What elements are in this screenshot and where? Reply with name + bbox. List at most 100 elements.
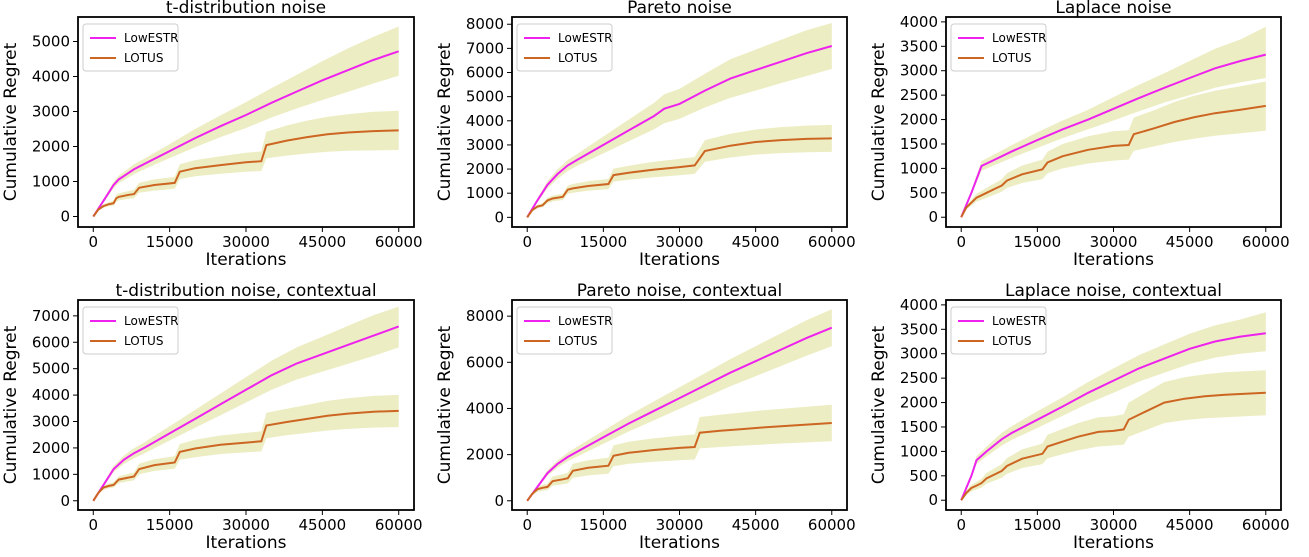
legend: LowESTR LOTUS	[950, 23, 1047, 72]
x-axis-label: Iterations	[639, 250, 720, 270]
y-tick-label: 500	[909, 184, 938, 202]
chart-panel-3: Laplace noise 0 15000 30000 45000 60000 0 500 10…	[869, 0, 1290, 270]
y-tick-label: 6000	[466, 353, 504, 371]
y-tick-label: 4000	[32, 386, 70, 404]
y-tick-label: 5000	[466, 88, 504, 106]
x-tick-label: 15000	[1014, 516, 1062, 534]
x-tick-label: 0	[88, 516, 98, 534]
x-tick-label: 30000	[656, 516, 704, 534]
y-tick-label: 0	[928, 491, 938, 509]
legend-label: LowESTR	[558, 314, 613, 328]
y-tick-label: 1000	[900, 159, 938, 177]
x-tick-label: 60000	[375, 233, 423, 251]
legend: LowESTR LOTUS	[950, 306, 1047, 355]
y-tick-label: 8000	[466, 15, 504, 33]
y-tick-label: 0	[928, 208, 938, 226]
y-tick-label: 3000	[466, 136, 504, 154]
y-tick-label: 2000	[466, 160, 504, 178]
legend: LowESTR LOTUS	[82, 23, 179, 72]
chart-title: Laplace noise, contextual	[1005, 281, 1222, 301]
x-axis-label: Iterations	[639, 533, 720, 553]
y-tick-label: 4000	[32, 68, 70, 86]
y-tick-label: 8000	[466, 307, 504, 325]
x-tick-label: 0	[956, 233, 966, 251]
series-line-lotus	[92, 129, 399, 218]
y-axis-label: Cumulative Regret	[1, 325, 21, 484]
x-tick-label: 15000	[146, 516, 194, 534]
chart-title: t-distribution noise, contextual	[115, 281, 376, 301]
confidence-band-lotus	[527, 124, 832, 218]
y-tick-label: 1500	[900, 135, 938, 153]
y-tick-label: 4000	[466, 112, 504, 130]
y-tick-label: 7000	[466, 39, 504, 57]
series-line-lowestr	[526, 326, 833, 502]
series-line-lotus	[526, 137, 832, 218]
y-tick-label: 2000	[32, 138, 70, 156]
legend-box	[950, 306, 1047, 355]
y-tick-label: 6000	[32, 333, 70, 351]
y-tick-label: 7000	[32, 307, 70, 325]
x-axis-label: Iterations	[1073, 533, 1154, 553]
y-tick-label: 5000	[32, 360, 70, 378]
y-tick-label: 3500	[900, 320, 938, 338]
x-tick-label: 45000	[299, 233, 347, 251]
legend-label: LOTUS	[558, 51, 597, 65]
y-tick-label: 2000	[900, 111, 938, 129]
x-tick-label: 30000	[1090, 233, 1138, 251]
y-tick-label: 2000	[900, 394, 938, 412]
x-tick-label: 15000	[1014, 233, 1062, 251]
x-tick-label: 45000	[1166, 233, 1214, 251]
y-tick-label: 1500	[900, 418, 938, 436]
x-tick-label: 0	[522, 233, 532, 251]
x-tick-label: 15000	[146, 233, 194, 251]
legend-label: LOTUS	[558, 334, 597, 348]
chart-title: Pareto noise	[627, 0, 732, 18]
y-tick-label: 4000	[900, 13, 938, 31]
y-tick-label: 0	[494, 208, 504, 226]
legend-label: LOTUS	[124, 51, 163, 65]
confidence-band-lotus	[93, 394, 399, 501]
y-tick-label: 3000	[900, 345, 938, 363]
legend-label: LOTUS	[992, 51, 1031, 65]
confidence-band-lowestr	[527, 23, 832, 218]
x-tick-label: 30000	[222, 233, 270, 251]
chart-panel-5: Pareto noise, contextual 0 15000 30000 45000…	[435, 281, 856, 553]
legend-label: LOTUS	[992, 334, 1031, 348]
x-tick-label: 30000	[222, 516, 270, 534]
legend-box	[950, 23, 1047, 72]
x-tick-label: 30000	[1090, 516, 1138, 534]
chart-panel-2: Pareto noise 0 15000 30000 45000 60000 0 1000 20…	[435, 0, 856, 270]
x-tick-label: 45000	[299, 516, 347, 534]
x-axis-label: Iterations	[206, 250, 287, 270]
x-tick-label: 60000	[375, 516, 423, 534]
y-tick-label: 3000	[32, 413, 70, 431]
y-axis-label: Cumulative Regret	[435, 42, 455, 201]
legend-box	[516, 306, 613, 355]
x-axis-label: Iterations	[206, 533, 287, 553]
x-tick-label: 60000	[1242, 516, 1290, 534]
y-tick-label: 0	[60, 208, 70, 226]
series-line-lotus	[92, 409, 399, 502]
x-tick-label: 45000	[732, 516, 780, 534]
legend: LowESTR LOTUS	[516, 306, 613, 355]
chart-title: Pareto noise, contextual	[577, 281, 782, 301]
x-tick-label: 60000	[1242, 233, 1290, 251]
x-axis-label: Iterations	[1073, 250, 1154, 270]
series-line-lowestr	[92, 325, 400, 502]
x-tick-label: 45000	[732, 233, 780, 251]
y-tick-label: 6000	[466, 64, 504, 82]
legend-label: LowESTR	[992, 314, 1047, 328]
legend-label: LOTUS	[124, 334, 163, 348]
series-line-lotus	[526, 422, 832, 502]
y-tick-label: 1000	[32, 465, 70, 483]
y-tick-label: 1000	[466, 184, 504, 202]
y-tick-label: 3500	[900, 37, 938, 55]
y-tick-label: 2000	[32, 439, 70, 457]
y-axis-label: Cumulative Regret	[435, 325, 455, 484]
confidence-band-lowestr	[961, 312, 1266, 501]
x-tick-label: 15000	[580, 516, 628, 534]
y-tick-label: 3000	[900, 62, 938, 80]
y-axis-label: Cumulative Regret	[1, 42, 21, 201]
